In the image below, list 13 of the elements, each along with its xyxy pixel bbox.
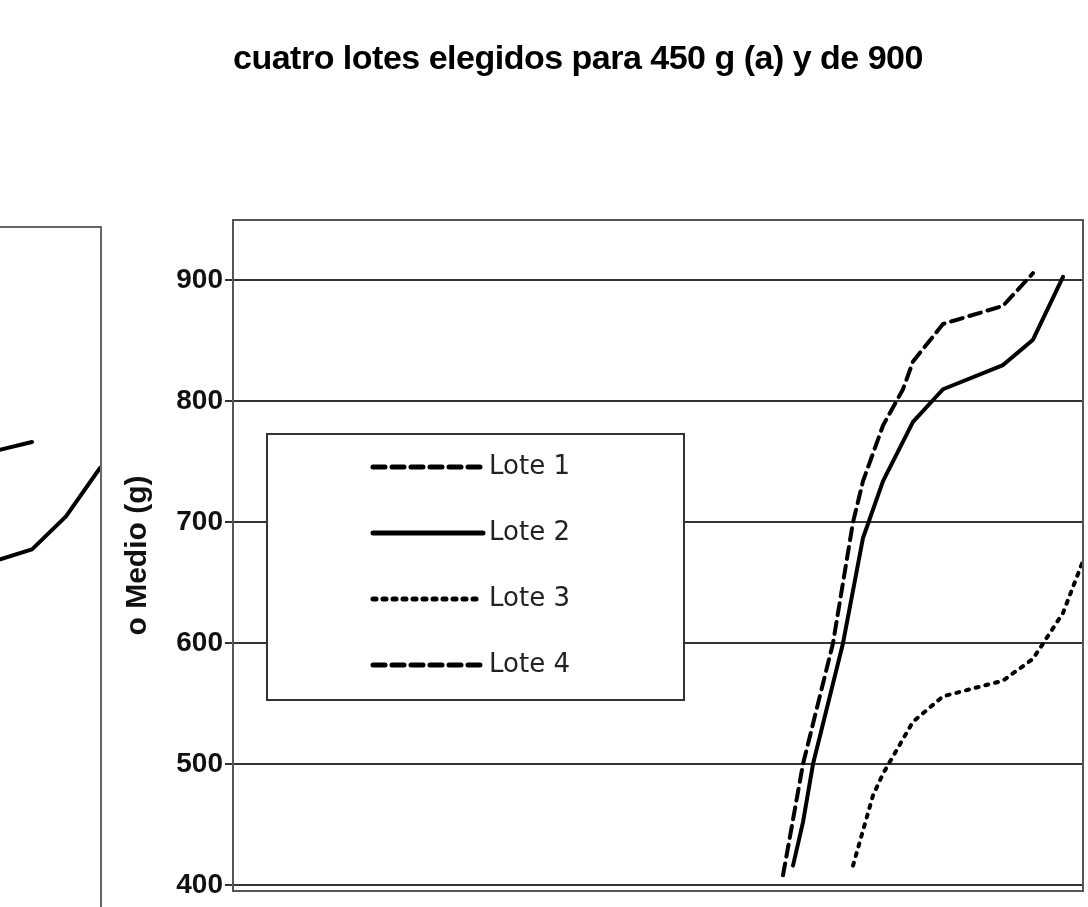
legend-label: Lote 4: [489, 647, 570, 678]
legend-label: Lote 1: [489, 449, 570, 480]
y-tick-label: 900: [176, 263, 223, 295]
y-tick-label: 700: [176, 504, 223, 536]
y-tick-label: 600: [176, 625, 223, 657]
line-series: [781, 271, 1035, 878]
y-tick-label: 500: [176, 746, 223, 778]
y-tick-label: 800: [176, 384, 223, 416]
y-tick-label: 400: [176, 867, 223, 899]
y-axis-title: o Medio (g): [119, 475, 153, 636]
chart-title: cuatro lotes elegidos para 450 g (a) y de 900: [233, 38, 923, 77]
legend-label: Lote 2: [489, 515, 570, 546]
legend-label: Lote 3: [489, 581, 570, 612]
